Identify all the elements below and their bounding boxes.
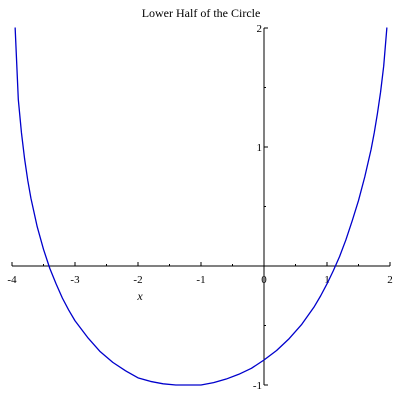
x-tick-label: -3 — [70, 274, 80, 286]
x-tick-label: 2 — [387, 274, 393, 286]
y-axis-ticks: -1 1 2 — [253, 23, 268, 392]
x-tick-label: 0 — [261, 274, 267, 286]
x-axis-label: x — [136, 289, 143, 303]
y-tick-label: -1 — [253, 380, 262, 392]
y-tick-label: 1 — [257, 142, 263, 154]
x-tick-label: -1 — [196, 274, 205, 286]
axes — [12, 28, 390, 385]
chart-title: Lower Half of the Circle — [142, 6, 261, 20]
series-line — [14, 27, 388, 386]
x-tick-label: -4 — [7, 274, 17, 286]
x-tick-label: 1 — [324, 274, 330, 286]
x-axis-ticks: -4 -3 -2 -1 0 1 2 — [7, 262, 393, 286]
x-tick-label: -2 — [133, 274, 142, 286]
y-tick-label: 2 — [257, 23, 263, 35]
